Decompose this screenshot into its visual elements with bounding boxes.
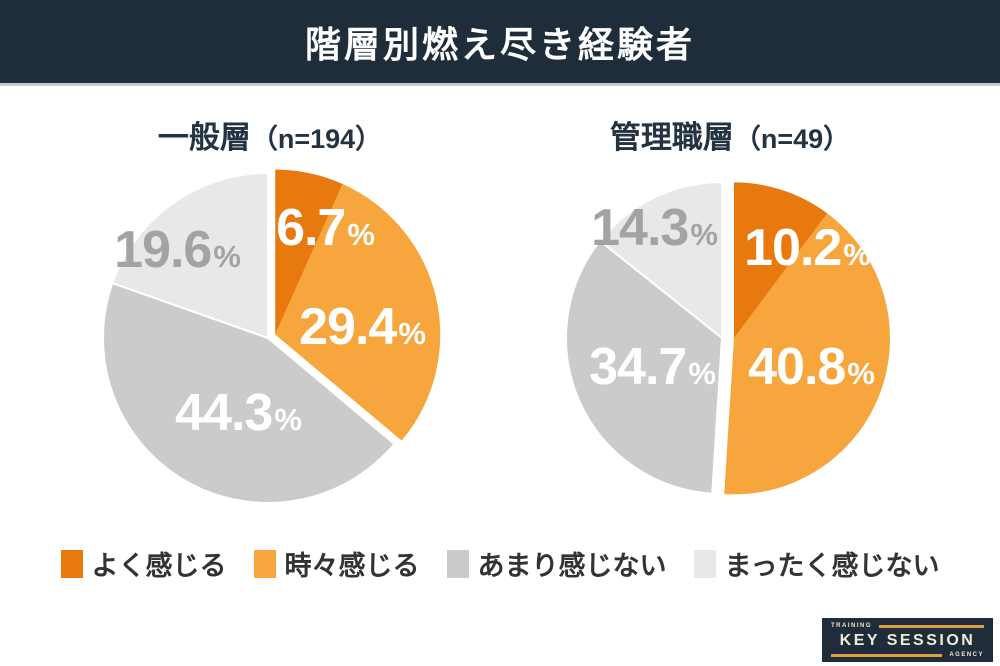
pie-slice-not-much [565, 239, 724, 495]
pie-slice-not-at-all [111, 171, 269, 340]
legend-label-not-at-all: まったく感じない [724, 551, 940, 581]
logo-name: KEY SESSION [839, 631, 976, 649]
pie2-title-label: 管理職層 [609, 120, 734, 155]
legend: よく感じる 時々感じる あまり感じない まったく感じない [0, 544, 1000, 583]
pie-slice-often [733, 182, 828, 339]
pie2-sample-size: （n=49） [733, 124, 851, 154]
pie2-title: 管理職層（n=49） [610, 112, 850, 157]
pie-slice-sometimes [724, 213, 890, 495]
pie2-label-not-much: 34.7% [589, 338, 716, 396]
key-session-logo: TRAINING KEY SESSION AGENCY [822, 618, 993, 662]
legend-item-not-much: あまり感じない [446, 544, 667, 583]
logo-top-bar [879, 624, 984, 628]
legend-item-sometimes: 時々感じる [253, 544, 420, 583]
legend-label-often: よく感じる [91, 551, 227, 581]
pie1-label-not-much: 44.3% [175, 384, 302, 442]
logo-bottom-bar [831, 653, 943, 657]
legend-item-often: よく感じる [60, 544, 227, 583]
legend-item-not-at-all: まったく感じない [693, 544, 940, 583]
pie-chart-general-staff [102, 169, 441, 504]
pie-slice-not-at-all [598, 180, 723, 341]
pie1-sample-size: （n=194） [250, 124, 383, 154]
legend-swatch-not-at-all [693, 549, 716, 578]
pie-slice-sometimes [275, 184, 441, 441]
title-bar: 階層別燃え尽き経験者 [0, 0, 1000, 86]
pie1-label-sometimes: 29.4% [299, 298, 426, 356]
logo-agency-label: AGENCY [949, 652, 984, 658]
page-title: 階層別燃え尽き経験者 [304, 23, 695, 65]
pie2-label-often: 10.2% [744, 219, 871, 277]
pie-chart-managers [565, 180, 890, 495]
legend-swatch-not-much [446, 549, 469, 578]
logo-bottom-row: AGENCY [831, 652, 984, 658]
pie-slice-not-much [102, 281, 396, 504]
logo-top-row: TRAINING [831, 623, 984, 629]
pie1-label-often: 6.7% [276, 199, 375, 257]
logo-training-label: TRAINING [831, 623, 872, 629]
pie2-label-sometimes: 40.8% [748, 338, 875, 396]
pie1-title-label: 一般層 [157, 120, 251, 155]
pie1-title: 一般層（n=194） [158, 112, 382, 157]
pie2-label-not-at-all: 14.3% [591, 199, 718, 257]
legend-swatch-often [60, 549, 83, 578]
pie1-label-not-at-all: 19.6% [114, 221, 241, 279]
legend-swatch-sometimes [253, 549, 276, 578]
legend-label-not-much: あまり感じない [477, 551, 667, 581]
pie-slice-often [275, 169, 343, 335]
legend-label-sometimes: 時々感じる [284, 551, 420, 581]
